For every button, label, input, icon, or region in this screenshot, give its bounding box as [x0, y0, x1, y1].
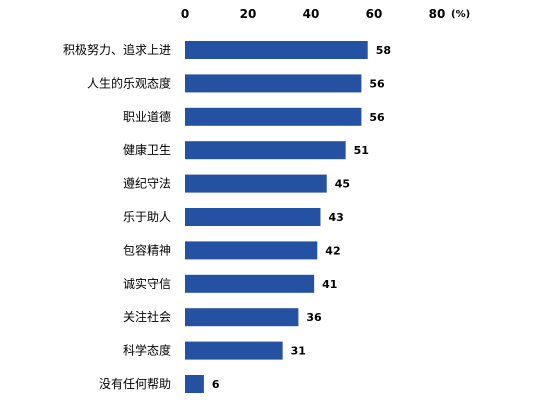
- category-label: 没有任何帮助: [99, 376, 171, 391]
- value-label: 6: [212, 378, 220, 391]
- category-label: 包容精神: [123, 242, 171, 257]
- x-tick-label: 60: [366, 7, 383, 21]
- value-labels: 58 56 56 51 45 43 42 41 36 31 6: [212, 44, 391, 391]
- value-label: 31: [291, 345, 306, 358]
- value-label: 56: [369, 111, 385, 124]
- x-axis: 0 20 40 60 80 (%): [181, 7, 470, 21]
- category-label: 人生的乐观态度: [87, 75, 171, 90]
- value-label: 41: [322, 278, 337, 291]
- category-label: 诚实守信: [123, 276, 171, 291]
- x-axis-unit-label: (%): [451, 9, 470, 20]
- category-label: 科学态度: [123, 343, 171, 358]
- value-label: 36: [306, 311, 322, 324]
- bar: [185, 174, 327, 193]
- bars: [185, 41, 368, 393]
- value-label: 42: [325, 244, 340, 257]
- value-label: 51: [354, 144, 369, 157]
- x-tick-label: 0: [181, 7, 189, 21]
- value-label: 43: [328, 211, 343, 224]
- category-label: 职业道德: [123, 109, 171, 124]
- category-label: 积极努力、追求上进: [63, 42, 171, 57]
- category-label: 健康卫生: [123, 142, 171, 157]
- category-labels: 积极努力、追求上进人生的乐观态度职业道德健康卫生遵纪守法乐于助人包容精神诚实守信…: [63, 42, 171, 391]
- value-label: 58: [376, 44, 391, 57]
- bar: [185, 74, 362, 93]
- bar: [185, 241, 318, 260]
- bar: [185, 41, 368, 59]
- bar: [185, 208, 321, 226]
- x-tick-label: 20: [240, 7, 257, 21]
- value-label: 45: [335, 178, 350, 191]
- bar: [185, 274, 315, 293]
- bar: [185, 107, 362, 126]
- bar: [185, 308, 299, 327]
- x-tick-label: 40: [303, 7, 320, 21]
- bar: [185, 341, 283, 360]
- category-label: 乐于助人: [123, 210, 171, 224]
- bar: [185, 375, 204, 393]
- x-tick-label: 80: [429, 7, 446, 21]
- category-label: 关注社会: [123, 309, 171, 324]
- value-label: 56: [369, 77, 385, 90]
- category-label: 遵纪守法: [123, 176, 171, 191]
- bar: [185, 141, 346, 160]
